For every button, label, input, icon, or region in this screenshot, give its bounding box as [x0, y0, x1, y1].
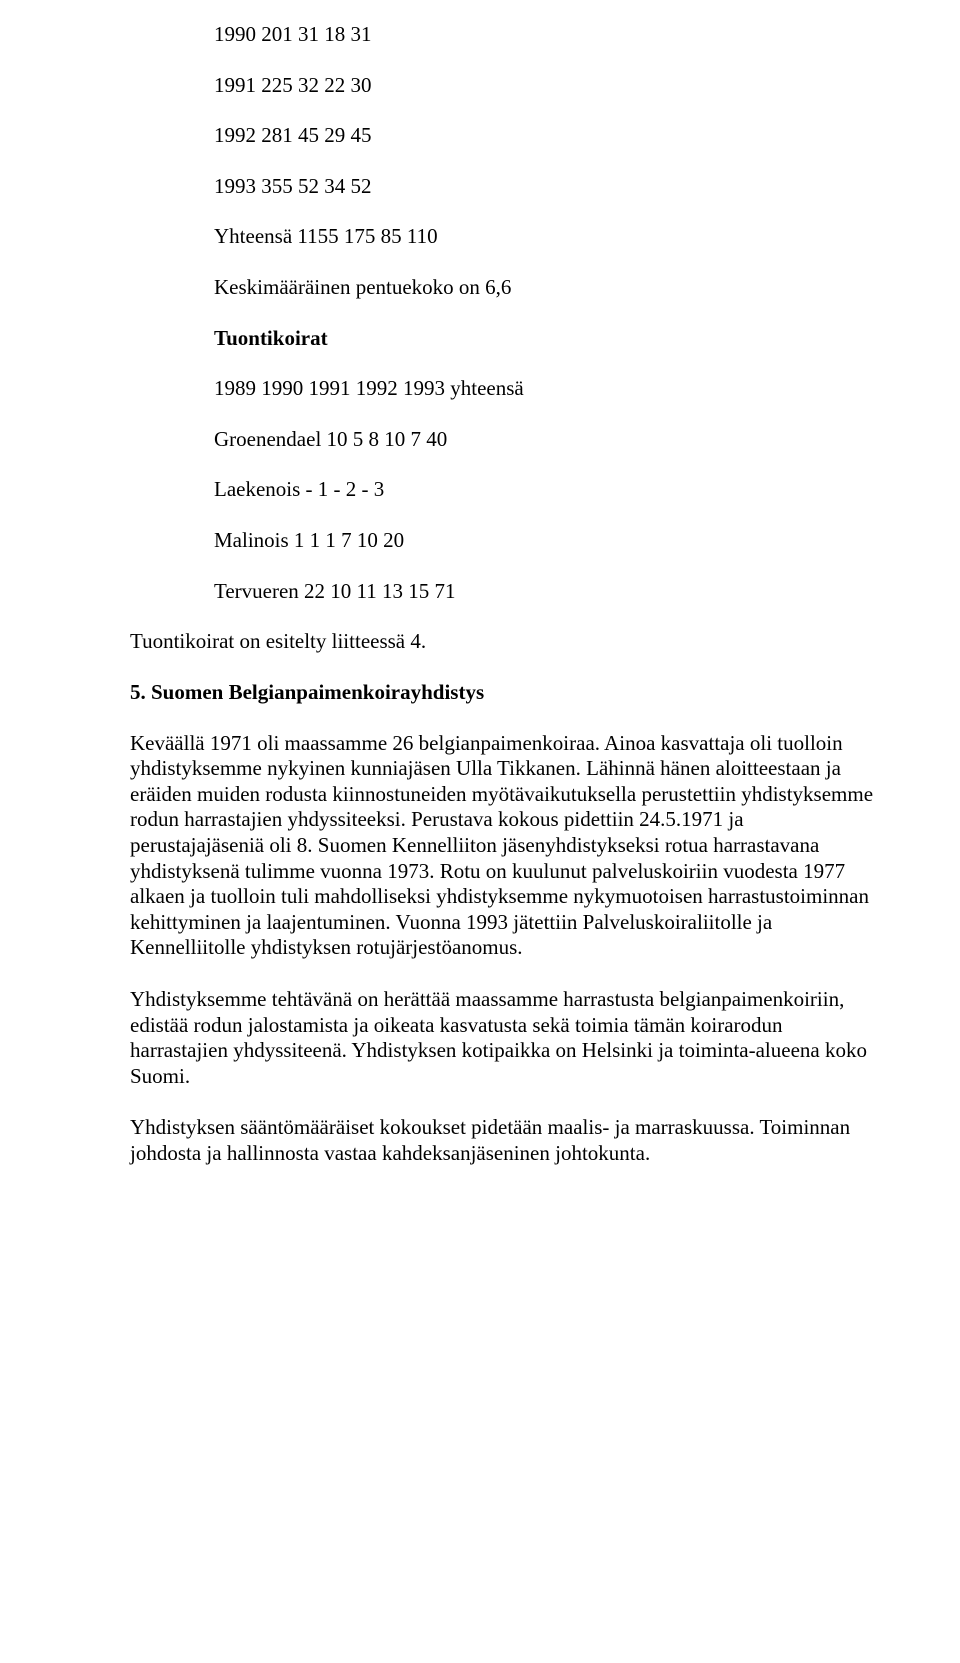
section-5-para-3: Yhdistyksen sääntömääräiset kokoukset pi…: [130, 1115, 880, 1166]
section-5-title: 5. Suomen Belgianpaimenkoirayhdistys: [130, 680, 880, 706]
import-malinois: Malinois 1 1 1 7 10 20: [214, 528, 880, 554]
avg-litter-text: Keskimääräinen pentuekoko on 6,6: [214, 275, 880, 301]
import-years-header: 1989 1990 1991 1992 1993 yhteensä: [214, 376, 880, 402]
section-5-para-1: Keväällä 1971 oli maassamme 26 belgianpa…: [130, 731, 880, 961]
row-1990: 1990 201 31 18 31: [214, 22, 880, 48]
row-1992: 1992 281 45 29 45: [214, 123, 880, 149]
import-groenendael: Groenendael 10 5 8 10 7 40: [214, 427, 880, 453]
import-laekenois: Laekenois - 1 - 2 - 3: [214, 477, 880, 503]
row-1991: 1991 225 32 22 30: [214, 73, 880, 99]
row-total: Yhteensä 1155 175 85 110: [214, 224, 880, 250]
import-heading: Tuontikoirat: [214, 326, 880, 352]
import-tervueren: Tervueren 22 10 11 13 15 71: [214, 579, 880, 605]
import-note: Tuontikoirat on esitelty liitteessä 4.: [130, 629, 880, 655]
row-1993: 1993 355 52 34 52: [214, 174, 880, 200]
section-5-para-2: Yhdistyksemme tehtävänä on herättää maas…: [130, 987, 880, 1089]
